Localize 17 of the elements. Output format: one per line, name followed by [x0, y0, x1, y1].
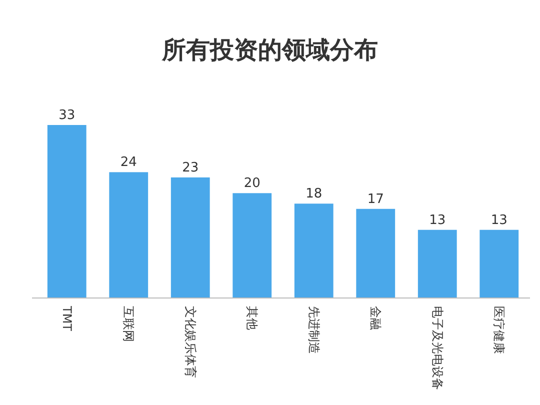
- x-tick-label: 互联网: [122, 306, 136, 342]
- data-label: 20: [244, 176, 260, 192]
- x-tick-label: 文化娱乐体育: [183, 306, 198, 378]
- data-label: 23: [182, 160, 199, 176]
- data-label: 13: [490, 212, 508, 228]
- data-label: 18: [306, 186, 322, 202]
- x-tick-label: 先进制造: [306, 306, 321, 354]
- chart-title: 所有投资的领域分布: [161, 36, 378, 64]
- x-tick-label: 电子及光电设备: [430, 306, 444, 390]
- x-tick-label: 医疗健康: [492, 306, 506, 354]
- data-label: 13: [429, 212, 446, 228]
- x-tick-label: 金融: [368, 306, 383, 330]
- x-tick-label: 其他: [245, 306, 260, 330]
- data-label: 24: [120, 155, 137, 170]
- x-tick-label: TMT: [60, 305, 74, 332]
- data-label: 17: [367, 192, 384, 207]
- data-label: 33: [58, 108, 76, 123]
